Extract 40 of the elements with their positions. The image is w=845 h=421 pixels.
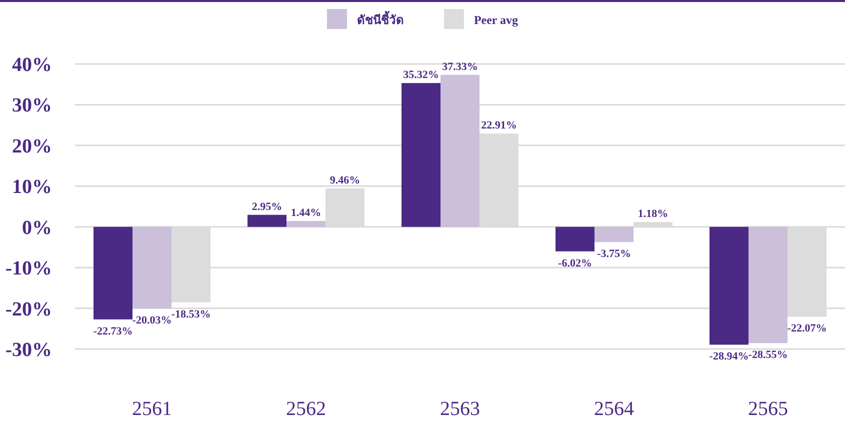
data-label: -20.03%	[132, 314, 172, 326]
data-label: 9.46%	[330, 174, 360, 186]
data-label: -6.02%	[558, 257, 592, 270]
bar	[132, 226, 172, 308]
data-label: -22.73%	[93, 325, 133, 338]
y-tick-label: -20%	[5, 298, 52, 320]
y-tick-label: 40%	[12, 54, 52, 76]
data-label: -18.53%	[171, 308, 211, 320]
y-tick-label: 0%	[22, 216, 52, 239]
data-label: 37.33%	[442, 60, 478, 73]
bar	[556, 226, 594, 252]
bar	[94, 226, 132, 320]
x-tick-label: 2563	[440, 398, 480, 420]
data-label: -3.75%	[597, 248, 631, 260]
y-tick-label: 30%	[12, 94, 52, 117]
data-label: -28.94%	[709, 350, 749, 363]
x-tick-label: 2562	[286, 398, 326, 420]
y-tick-label: 10%	[12, 176, 52, 198]
bar	[286, 220, 326, 227]
bar	[594, 226, 634, 242]
y-tick-label: 20%	[12, 135, 52, 158]
bar	[402, 83, 440, 227]
data-label: -22.07%	[787, 322, 827, 335]
data-label: 35.32%	[403, 69, 439, 82]
bar	[248, 214, 286, 227]
data-label: 1.44%	[290, 206, 322, 219]
data-label: 22.91%	[481, 120, 517, 132]
bar	[748, 226, 788, 344]
y-tick-label: -10%	[5, 258, 52, 280]
legend-label: Peer avg	[474, 13, 518, 27]
bar	[710, 226, 748, 345]
x-tick-label: 2565	[748, 398, 788, 420]
data-label: 1.18%	[638, 208, 668, 220]
x-tick-label: 2561	[132, 398, 172, 420]
data-label: -28.55%	[748, 349, 788, 362]
legend-label: ดัชนีชี้วัด	[356, 10, 404, 27]
data-label: 2.95%	[252, 200, 282, 213]
x-tick-label: 2564	[594, 398, 634, 420]
bar	[440, 74, 480, 227]
y-tick-label: -30%	[5, 339, 52, 361]
